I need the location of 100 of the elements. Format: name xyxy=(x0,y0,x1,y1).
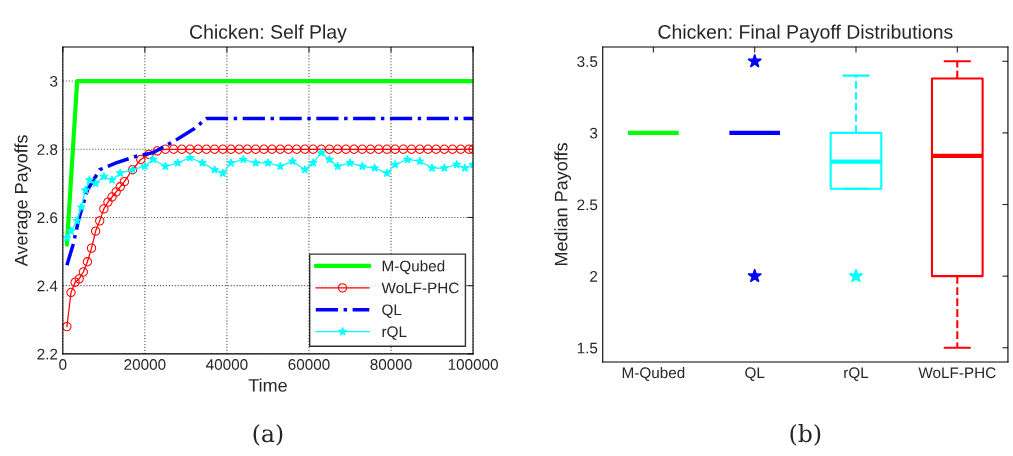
point xyxy=(82,257,93,267)
point xyxy=(415,144,425,154)
point xyxy=(99,204,109,214)
text: (b) xyxy=(790,424,821,446)
point xyxy=(447,144,458,154)
point xyxy=(456,144,466,154)
point xyxy=(86,243,97,253)
point xyxy=(288,156,298,166)
y-tick-label: 3 xyxy=(589,127,598,139)
point xyxy=(62,233,72,242)
point xyxy=(160,161,170,171)
point xyxy=(308,158,318,167)
point xyxy=(251,158,261,167)
point xyxy=(78,267,89,277)
point xyxy=(107,192,117,202)
point xyxy=(80,185,90,195)
point xyxy=(275,144,285,154)
point xyxy=(374,144,384,154)
point xyxy=(398,144,409,154)
point xyxy=(115,182,125,192)
point xyxy=(90,226,101,236)
point xyxy=(291,144,302,154)
point xyxy=(193,144,203,154)
point xyxy=(168,144,179,154)
point xyxy=(197,158,207,167)
y-tick-label: 2.6 xyxy=(37,212,58,224)
y-tick-label: 2.4 xyxy=(37,280,58,292)
point xyxy=(62,321,72,332)
legend-label: M-Qubed xyxy=(382,260,445,275)
point xyxy=(84,175,94,184)
point xyxy=(324,144,335,154)
point xyxy=(275,161,285,171)
point xyxy=(382,144,392,154)
point xyxy=(357,161,367,171)
x-tick-label: rQL xyxy=(844,367,869,381)
point xyxy=(345,158,355,167)
point xyxy=(103,197,113,207)
point xyxy=(136,154,146,165)
point xyxy=(238,154,248,164)
point xyxy=(464,144,474,154)
point xyxy=(218,144,228,154)
y-tick-label: 1.5 xyxy=(577,342,598,354)
point xyxy=(427,163,437,172)
point xyxy=(107,175,117,184)
point xyxy=(300,144,310,154)
point xyxy=(283,144,294,154)
point xyxy=(226,158,236,167)
point xyxy=(218,168,228,178)
point xyxy=(209,144,220,154)
point xyxy=(76,202,86,212)
point xyxy=(226,144,236,154)
point xyxy=(99,171,109,181)
point xyxy=(177,144,187,154)
point xyxy=(201,144,212,154)
point xyxy=(370,163,380,172)
text: (a) xyxy=(253,424,283,446)
point xyxy=(308,144,318,154)
y-axis-title: Median Payoffs xyxy=(554,143,572,266)
point xyxy=(349,144,359,154)
point xyxy=(452,159,462,169)
point xyxy=(300,165,310,174)
x-tick-label: WoLF-PHC xyxy=(918,367,996,379)
y-tick-label: 3 xyxy=(50,75,58,87)
chart-title: Chicken: Self Play xyxy=(190,24,347,43)
point xyxy=(402,154,412,164)
x-tick-label: M-Qubed xyxy=(622,366,685,381)
point xyxy=(66,287,76,298)
x-axis-title: Time xyxy=(248,378,287,392)
chart-title: Chicken: Final Payoff Distributions xyxy=(658,24,953,43)
point xyxy=(341,144,351,154)
point xyxy=(415,156,425,166)
x-tick-label: 40000 xyxy=(206,359,248,370)
point xyxy=(115,168,125,178)
point xyxy=(267,144,277,154)
x-tick-label: 60000 xyxy=(288,359,330,370)
point xyxy=(460,163,470,172)
point xyxy=(91,178,101,188)
point xyxy=(333,161,343,171)
point xyxy=(431,144,441,154)
point xyxy=(210,165,220,174)
x-tick-label: 80000 xyxy=(370,359,412,370)
point xyxy=(406,144,417,154)
point xyxy=(357,144,367,154)
point xyxy=(160,144,171,154)
point xyxy=(263,158,273,167)
point xyxy=(72,216,82,225)
point xyxy=(259,144,269,154)
legend-label: rQL xyxy=(382,326,407,340)
y-axis-title: Average Payoffs xyxy=(14,135,32,267)
point xyxy=(144,149,154,160)
point xyxy=(148,154,158,164)
point xyxy=(390,159,400,169)
point xyxy=(423,144,433,154)
x-tick-label: 0 xyxy=(59,359,67,370)
y-tick-label: 2.8 xyxy=(37,144,58,155)
point xyxy=(185,144,195,154)
y-tick-label: 2.5 xyxy=(577,199,598,211)
x-tick-label: 20000 xyxy=(124,359,166,370)
point xyxy=(250,144,261,154)
y-tick-label: 2 xyxy=(590,271,598,282)
